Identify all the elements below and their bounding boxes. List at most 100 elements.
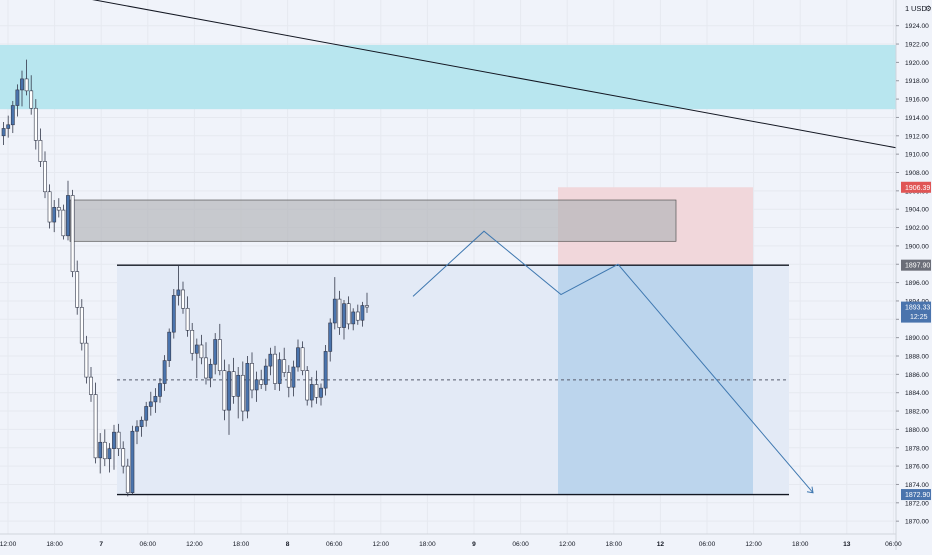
candle-body bbox=[309, 384, 314, 401]
candle-body bbox=[181, 289, 185, 309]
currency-prefix: 1 bbox=[905, 4, 909, 13]
candle-body bbox=[84, 342, 89, 378]
price-tick-label: 1872.00 bbox=[905, 500, 929, 507]
trendline bbox=[92, 0, 897, 149]
axis-settings-icon[interactable]: ⚙ bbox=[925, 4, 932, 13]
candle-body bbox=[208, 363, 213, 379]
candle-body bbox=[107, 448, 112, 460]
price-tick-label: 1888.00 bbox=[905, 354, 929, 361]
price-tick-label: 1884.00 bbox=[905, 390, 929, 397]
candle-body bbox=[305, 370, 310, 401]
candle-body bbox=[47, 191, 52, 223]
candle-body bbox=[236, 374, 241, 397]
projection-line bbox=[412, 230, 814, 494]
price-label-bottom: 1872.90 bbox=[901, 489, 931, 501]
candle-body bbox=[337, 298, 342, 328]
candle-body bbox=[125, 465, 130, 494]
price-tick-label: 1920.00 bbox=[905, 60, 929, 67]
price-tick-label: 1896.00 bbox=[905, 280, 929, 287]
time-tick-label: 18:00 bbox=[233, 541, 250, 548]
candle-body bbox=[24, 78, 29, 92]
candle-body bbox=[139, 419, 144, 427]
candle-body bbox=[61, 209, 66, 237]
projection-arrowhead bbox=[806, 486, 814, 494]
time-tick-label: 06:00 bbox=[326, 541, 343, 548]
time-tick-label: 12:00 bbox=[745, 541, 762, 548]
candle-body bbox=[231, 371, 236, 397]
candle-body bbox=[240, 374, 245, 412]
time-tick-label: 12:00 bbox=[0, 541, 17, 548]
candle-body bbox=[153, 396, 158, 403]
time-tick-label: 06:00 bbox=[140, 541, 157, 548]
order-block bbox=[69, 199, 677, 242]
candle-body bbox=[15, 89, 20, 106]
price-tick-label: 1904.00 bbox=[905, 207, 929, 214]
price-tick-label: 1878.00 bbox=[905, 445, 929, 452]
candle-body bbox=[286, 372, 291, 388]
candle-body bbox=[314, 384, 319, 398]
time-tick-label: 18:00 bbox=[419, 541, 436, 548]
price-label-bottom-text: 1872.90 bbox=[905, 492, 930, 499]
candle-body bbox=[346, 303, 351, 325]
price-label-top-text: 1897.90 bbox=[905, 263, 930, 270]
candle-body bbox=[98, 441, 103, 459]
price-axis-panel[interactable] bbox=[896, 0, 932, 550]
candle-body bbox=[162, 360, 167, 384]
price-tick-label: 1886.00 bbox=[905, 372, 929, 379]
candle-body bbox=[171, 295, 176, 333]
candle-body bbox=[300, 347, 305, 371]
candle-body bbox=[296, 347, 300, 368]
projection-path bbox=[412, 230, 814, 494]
price-label-current: 1893.33 12:25 bbox=[901, 301, 931, 323]
time-tick-label: 18:00 bbox=[792, 541, 809, 548]
candle-body bbox=[199, 344, 204, 359]
candle-body bbox=[222, 370, 227, 411]
candle-body bbox=[93, 394, 98, 459]
candle-body bbox=[176, 289, 181, 296]
price-tick-label: 1890.00 bbox=[905, 335, 929, 342]
price-tick-label: 1880.00 bbox=[905, 427, 929, 434]
price-tick-label: 1922.00 bbox=[905, 42, 929, 49]
candle-body bbox=[102, 441, 107, 460]
candle-body bbox=[282, 359, 287, 373]
candle-body bbox=[66, 195, 70, 237]
time-tick-label: 06:00 bbox=[699, 541, 716, 548]
price-label-top: 1897.90 bbox=[901, 259, 931, 271]
price-tick-label: 1870.00 bbox=[905, 519, 929, 526]
candle-body bbox=[33, 107, 38, 141]
candle-body bbox=[323, 351, 328, 389]
time-tick-label: 12:00 bbox=[186, 541, 203, 548]
candle-body bbox=[355, 311, 360, 321]
candle-body bbox=[213, 339, 218, 365]
time-tick-label: 06:00 bbox=[885, 541, 902, 548]
candlestick-series bbox=[1, 59, 369, 497]
candle-body bbox=[227, 371, 231, 411]
currency-label: USD bbox=[911, 4, 927, 13]
price-tick-label: 1874.00 bbox=[905, 482, 929, 489]
candle-body bbox=[245, 363, 250, 412]
candle-body bbox=[328, 322, 333, 352]
candle-body bbox=[250, 363, 254, 391]
time-tick-label: 18:00 bbox=[46, 541, 63, 548]
candle-body bbox=[254, 379, 259, 391]
time-tick-label: 9 bbox=[472, 541, 476, 548]
candle-body bbox=[342, 303, 346, 328]
price-tick-label: 1908.00 bbox=[905, 170, 929, 177]
price-tick-label: 1918.00 bbox=[905, 78, 929, 85]
candle-body bbox=[130, 430, 135, 494]
time-tick-label: 06:00 bbox=[512, 541, 529, 548]
candle-body bbox=[360, 305, 365, 321]
candle-body bbox=[1, 128, 6, 137]
price-label-red: 1906.39 bbox=[901, 181, 931, 193]
candle-body bbox=[43, 161, 47, 193]
candle-body bbox=[351, 311, 356, 325]
candle-body bbox=[148, 401, 153, 407]
time-axis[interactable]: 12:00 18:00 7 06:00 12:00 18:00 8 06:00 12:00 18:… bbox=[0, 541, 902, 548]
candle-body bbox=[20, 78, 24, 91]
candle-body bbox=[144, 406, 149, 421]
drawing-lines bbox=[92, 0, 897, 496]
candle-body bbox=[259, 379, 264, 385]
candle-body bbox=[194, 344, 199, 354]
